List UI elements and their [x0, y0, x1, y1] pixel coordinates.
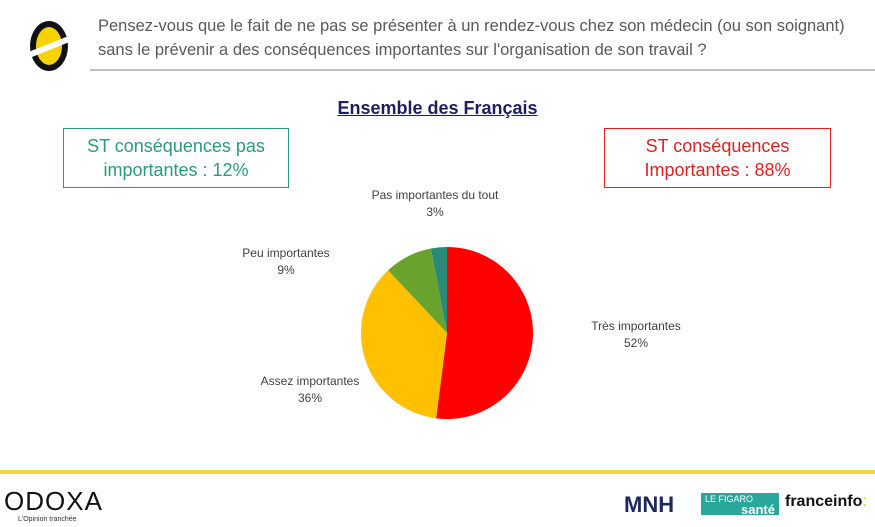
label-assez-importantes: Assez importantes 36% [260, 374, 360, 405]
label-pas-importantes: Pas importantes du tout 3% [371, 188, 499, 219]
pie-slice-1 [360, 270, 447, 419]
question-text: Pensez-vous que le fait de ne pas se pré… [98, 17, 845, 59]
figaro-sante-logo: LE FIGARO santé [701, 493, 779, 517]
summary-not-important: ST conséquences pas importantes : 12% [63, 128, 289, 188]
franceinfo-text: franceinfo [785, 493, 863, 510]
figaro-top: LE FIGARO [705, 494, 754, 504]
pie-chart [360, 247, 533, 419]
mnh-logo: MNH [624, 492, 675, 517]
pie-slice-3 [430, 247, 447, 333]
pie-slice-0 [436, 247, 533, 419]
logo-icon [27, 17, 71, 80]
pie-slice-2 [388, 248, 447, 333]
odoxa-tagline: L'Opinion tranchée [18, 516, 77, 523]
franceinfo-colon: : [862, 493, 867, 510]
label-peu-importantes: Peu importantes 9% [242, 246, 330, 277]
footer-line [0, 470, 875, 474]
franceinfo-logo: franceinfo: [785, 493, 867, 511]
chart-title: Ensemble des Français [337, 98, 538, 118]
label-tres-importantes: Très importantes 52% [591, 319, 681, 350]
figaro-bottom: santé [741, 502, 775, 517]
divider [90, 69, 875, 71]
odoxa-logo: ODOXA [4, 486, 103, 516]
summary-important: ST conséquences Importantes : 88% [604, 128, 831, 188]
